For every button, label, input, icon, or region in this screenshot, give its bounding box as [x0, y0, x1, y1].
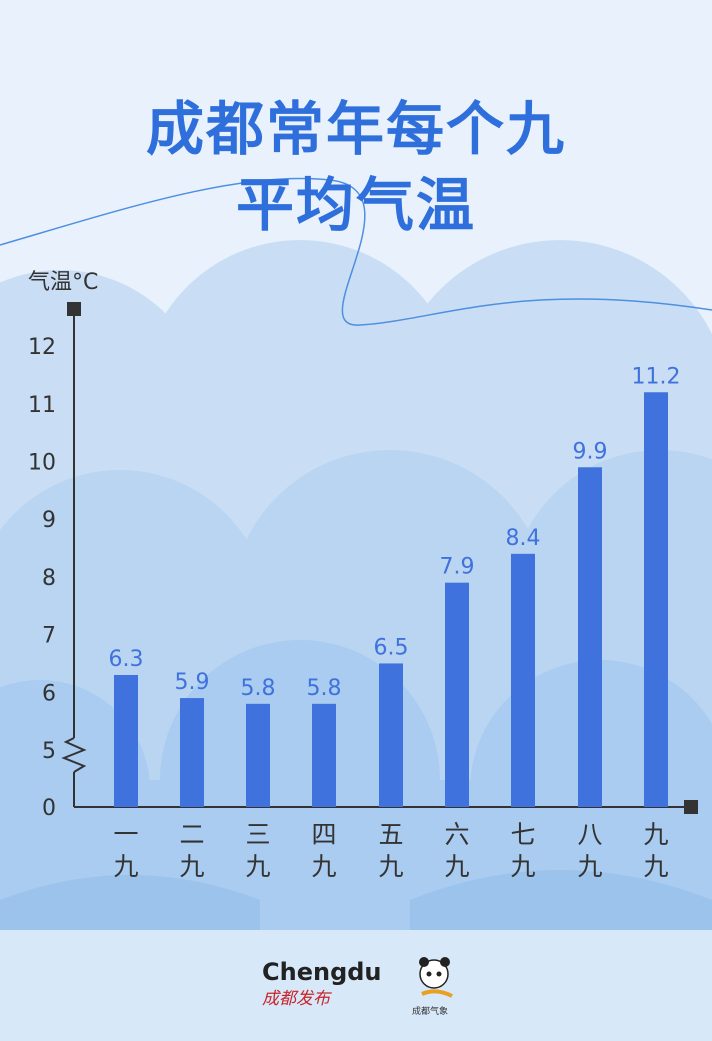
panda-moon-icon — [413, 952, 453, 998]
x-tick-label: 九 — [311, 852, 336, 881]
data-label: 11.2 — [632, 364, 681, 389]
x-tick-label: 九 — [577, 852, 602, 881]
y-tick-label: 8 — [42, 566, 56, 591]
chengdu-qixiang-logo: 成都气象 — [400, 948, 460, 1017]
data-label: 5.8 — [307, 676, 342, 701]
logo-qixiang-text: 成都气象 — [411, 1007, 448, 1017]
logo-en-text: Chengdu — [262, 958, 382, 986]
axis-break-icon — [61, 737, 87, 773]
data-label: 9.9 — [573, 439, 608, 464]
x-tick-label: 九 — [378, 852, 403, 881]
x-tick-label: 九 — [643, 820, 668, 849]
x-tick-label: 八 — [577, 820, 602, 849]
x-tick-label: 九 — [179, 852, 204, 881]
data-label: 6.3 — [109, 647, 144, 672]
x-tick-label: 四 — [311, 820, 336, 849]
y-tick-label: 9 — [42, 508, 56, 533]
y-axis-end-cap — [67, 302, 81, 316]
x-tick-label: 二 — [179, 820, 204, 849]
x-tick-label: 六 — [444, 820, 469, 849]
y-tick-label: 5 — [42, 739, 56, 764]
x-axis-end-cap — [684, 800, 698, 814]
bar — [644, 392, 668, 807]
data-label: 6.5 — [374, 635, 409, 660]
data-label: 8.4 — [506, 526, 541, 551]
data-label: 5.9 — [175, 670, 210, 695]
bar — [379, 663, 403, 807]
y-tick-label: 10 — [28, 451, 56, 476]
bar — [578, 467, 602, 807]
x-tick-label: 三 — [245, 820, 270, 849]
logo-cn-text: 成都发布 — [262, 989, 330, 1009]
decorative-line — [0, 177, 712, 326]
data-label: 5.8 — [241, 676, 276, 701]
title-line-1: 成都常年每个九 — [145, 95, 566, 163]
x-tick-label: 九 — [245, 852, 270, 881]
title-line-2: 平均气温 — [235, 171, 476, 239]
x-tick-label: 五 — [378, 820, 403, 849]
bar — [312, 703, 336, 807]
x-tick-label: 九 — [444, 852, 469, 881]
bar — [180, 698, 204, 807]
x-tick-label: 九 — [510, 852, 535, 881]
bar — [114, 674, 138, 807]
bar — [246, 703, 270, 807]
y-tick-label: 6 — [42, 681, 56, 706]
y-tick-label: 0 — [42, 796, 56, 821]
x-tick-label: 七 — [510, 820, 535, 849]
y-tick-label: 12 — [28, 335, 56, 360]
data-label: 7.9 — [440, 555, 475, 580]
y-tick-label: 7 — [42, 624, 56, 649]
x-tick-label: 九 — [643, 852, 668, 881]
x-tick-label: 九 — [113, 852, 138, 881]
bar — [511, 553, 535, 807]
chengdu-fabu-logo: Chengdu 成都发布 — [262, 958, 382, 1009]
y-axis-label: 气温°C — [28, 270, 98, 295]
y-tick-label: 11 — [28, 393, 56, 418]
x-tick-label: 一 — [113, 820, 138, 849]
bar — [445, 582, 469, 807]
